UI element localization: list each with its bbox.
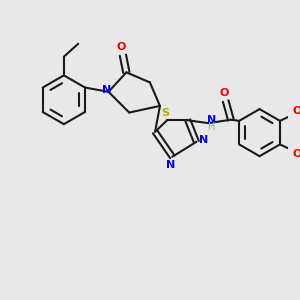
Text: N: N [102, 85, 111, 94]
Text: H: H [208, 122, 215, 133]
Text: N: N [199, 135, 208, 146]
Text: S: S [162, 108, 170, 118]
Text: N: N [166, 160, 176, 170]
Text: O: O [292, 106, 300, 116]
Text: O: O [117, 42, 126, 52]
Text: O: O [292, 149, 300, 159]
Text: O: O [220, 88, 229, 98]
Text: N: N [207, 115, 216, 125]
